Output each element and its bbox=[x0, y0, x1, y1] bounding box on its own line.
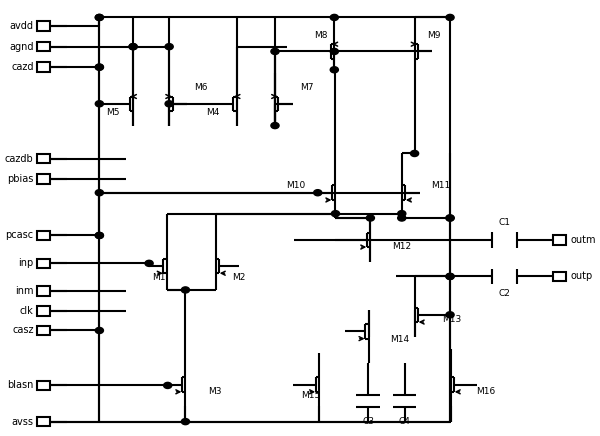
Circle shape bbox=[95, 14, 103, 20]
Bar bbox=[37, 259, 50, 268]
Circle shape bbox=[129, 44, 137, 50]
Bar bbox=[37, 21, 50, 31]
Circle shape bbox=[95, 14, 103, 20]
Circle shape bbox=[271, 48, 279, 54]
Circle shape bbox=[330, 14, 338, 20]
Circle shape bbox=[314, 190, 322, 196]
Text: casz: casz bbox=[12, 326, 34, 335]
Text: M15: M15 bbox=[301, 391, 320, 399]
Circle shape bbox=[410, 150, 419, 157]
Text: C4: C4 bbox=[399, 417, 410, 426]
Circle shape bbox=[330, 48, 338, 54]
Bar bbox=[37, 174, 50, 184]
Text: clk: clk bbox=[20, 306, 34, 316]
Circle shape bbox=[446, 312, 454, 318]
Bar bbox=[37, 231, 50, 240]
Text: C2: C2 bbox=[499, 290, 511, 298]
Circle shape bbox=[331, 211, 340, 217]
Text: M11: M11 bbox=[431, 181, 451, 190]
Bar bbox=[37, 154, 50, 164]
Text: inp: inp bbox=[19, 259, 34, 268]
Text: cazdb: cazdb bbox=[5, 154, 34, 164]
Bar bbox=[37, 62, 50, 72]
Text: M3: M3 bbox=[208, 387, 221, 396]
Text: outm: outm bbox=[571, 235, 596, 245]
Circle shape bbox=[181, 287, 190, 293]
Circle shape bbox=[271, 123, 279, 129]
Bar bbox=[37, 306, 50, 316]
Text: blasn: blasn bbox=[7, 381, 34, 390]
Circle shape bbox=[446, 14, 454, 20]
Circle shape bbox=[165, 44, 173, 50]
Circle shape bbox=[95, 64, 103, 70]
Bar bbox=[37, 417, 50, 426]
Circle shape bbox=[446, 273, 454, 279]
Bar bbox=[37, 286, 50, 296]
Text: outp: outp bbox=[571, 272, 593, 281]
Circle shape bbox=[95, 232, 103, 238]
Bar bbox=[37, 326, 50, 335]
Text: agnd: agnd bbox=[9, 42, 34, 51]
Text: avdd: avdd bbox=[10, 21, 34, 31]
Text: pbias: pbias bbox=[7, 174, 34, 184]
Circle shape bbox=[95, 190, 103, 196]
Text: inm: inm bbox=[15, 286, 34, 296]
Circle shape bbox=[446, 215, 454, 221]
Text: avss: avss bbox=[11, 417, 34, 426]
Text: cazd: cazd bbox=[11, 62, 34, 72]
Text: pcasc: pcasc bbox=[5, 231, 34, 240]
Text: M9: M9 bbox=[427, 31, 440, 40]
Circle shape bbox=[95, 64, 103, 70]
Text: M12: M12 bbox=[392, 242, 411, 251]
Text: M1: M1 bbox=[152, 273, 166, 282]
Bar bbox=[553, 272, 566, 281]
Bar bbox=[553, 235, 566, 245]
Circle shape bbox=[181, 419, 190, 425]
Circle shape bbox=[95, 327, 103, 334]
Bar bbox=[37, 42, 50, 51]
Circle shape bbox=[398, 215, 406, 221]
Circle shape bbox=[446, 273, 454, 279]
Circle shape bbox=[95, 101, 103, 107]
Circle shape bbox=[145, 260, 153, 266]
Circle shape bbox=[129, 44, 137, 50]
Text: C3: C3 bbox=[362, 417, 374, 426]
Text: M14: M14 bbox=[390, 335, 409, 344]
Circle shape bbox=[330, 67, 338, 73]
Text: M10: M10 bbox=[287, 181, 306, 190]
Text: M13: M13 bbox=[442, 315, 461, 324]
Circle shape bbox=[366, 215, 374, 221]
Text: M4: M4 bbox=[206, 108, 220, 117]
Text: M2: M2 bbox=[233, 273, 246, 282]
Text: M6: M6 bbox=[194, 83, 208, 92]
Circle shape bbox=[95, 232, 103, 238]
Text: M5: M5 bbox=[106, 108, 119, 117]
Text: M7: M7 bbox=[300, 83, 313, 92]
Circle shape bbox=[446, 215, 454, 221]
Circle shape bbox=[164, 382, 172, 388]
Circle shape bbox=[165, 101, 173, 107]
Text: M16: M16 bbox=[476, 387, 495, 396]
Circle shape bbox=[398, 211, 406, 217]
Text: C1: C1 bbox=[499, 218, 511, 227]
Bar bbox=[37, 381, 50, 390]
Text: M8: M8 bbox=[314, 31, 328, 40]
